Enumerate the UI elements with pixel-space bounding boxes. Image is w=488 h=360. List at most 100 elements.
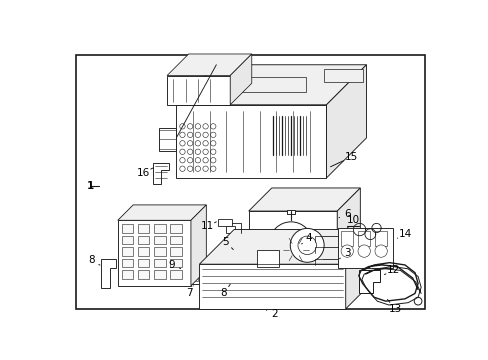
Bar <box>230 265 244 297</box>
Circle shape <box>357 245 369 257</box>
Circle shape <box>203 166 208 171</box>
Circle shape <box>195 158 200 163</box>
Text: 8: 8 <box>88 255 95 265</box>
Bar <box>122 224 133 233</box>
Bar <box>270 225 320 274</box>
Bar <box>242 230 251 246</box>
Circle shape <box>269 222 312 265</box>
Circle shape <box>180 158 185 163</box>
Text: 6: 6 <box>343 209 350 219</box>
Circle shape <box>374 245 386 257</box>
Circle shape <box>241 231 268 259</box>
Polygon shape <box>230 54 251 105</box>
Circle shape <box>180 141 185 146</box>
Bar <box>337 228 393 268</box>
Polygon shape <box>199 264 345 309</box>
Circle shape <box>277 230 305 257</box>
Bar <box>257 250 278 267</box>
Circle shape <box>210 166 216 171</box>
Circle shape <box>195 124 200 129</box>
Circle shape <box>267 267 272 272</box>
Bar <box>138 236 149 244</box>
Bar <box>170 247 182 256</box>
Bar <box>122 259 133 267</box>
Text: 12: 12 <box>386 265 399 275</box>
Circle shape <box>210 158 216 163</box>
Bar <box>192 267 198 281</box>
Bar <box>374 231 386 247</box>
Polygon shape <box>190 205 206 286</box>
Circle shape <box>289 243 301 256</box>
Circle shape <box>224 241 251 269</box>
Bar <box>138 224 149 233</box>
Text: 14: 14 <box>398 229 411 239</box>
Polygon shape <box>176 105 326 178</box>
Bar <box>324 214 332 223</box>
Bar <box>231 237 277 276</box>
Bar <box>154 247 165 256</box>
Polygon shape <box>326 65 366 178</box>
Circle shape <box>203 149 208 154</box>
Circle shape <box>195 141 200 146</box>
Polygon shape <box>118 205 206 220</box>
Text: 11: 11 <box>200 221 213 231</box>
Bar <box>215 267 221 281</box>
Circle shape <box>195 132 200 138</box>
Circle shape <box>210 141 216 146</box>
Bar <box>232 268 241 279</box>
Bar <box>218 219 231 226</box>
Bar <box>170 259 182 267</box>
Circle shape <box>210 132 216 138</box>
Circle shape <box>233 267 238 272</box>
Polygon shape <box>236 77 305 93</box>
Bar <box>184 267 190 281</box>
Bar <box>303 214 310 223</box>
Circle shape <box>341 245 353 257</box>
Bar <box>313 214 321 223</box>
Bar <box>200 267 205 281</box>
Bar <box>138 247 149 256</box>
Bar <box>154 259 165 267</box>
Polygon shape <box>345 230 380 309</box>
Bar <box>292 214 300 223</box>
Polygon shape <box>324 69 362 82</box>
Circle shape <box>187 124 192 129</box>
Text: 1: 1 <box>86 181 94 191</box>
Circle shape <box>180 166 185 171</box>
Circle shape <box>210 124 216 129</box>
Bar <box>335 230 344 246</box>
Polygon shape <box>248 188 360 211</box>
Bar <box>303 226 310 235</box>
Circle shape <box>281 236 309 264</box>
Circle shape <box>246 237 263 253</box>
Polygon shape <box>337 188 360 273</box>
Circle shape <box>203 141 208 146</box>
Circle shape <box>233 239 238 243</box>
Bar <box>118 220 190 286</box>
Circle shape <box>187 132 192 138</box>
Text: 8: 8 <box>220 288 227 298</box>
Text: 15: 15 <box>344 152 357 162</box>
Circle shape <box>187 141 192 146</box>
Bar <box>154 224 165 233</box>
Bar <box>122 236 133 244</box>
Circle shape <box>250 241 258 249</box>
Circle shape <box>187 158 192 163</box>
Polygon shape <box>176 65 366 105</box>
Polygon shape <box>101 259 116 288</box>
Text: 3: 3 <box>343 248 350 258</box>
Bar <box>313 226 321 235</box>
Bar <box>182 264 224 284</box>
Text: 13: 13 <box>387 304 401 314</box>
Circle shape <box>413 297 421 305</box>
Circle shape <box>195 149 200 154</box>
Bar <box>292 226 300 235</box>
Circle shape <box>234 251 241 259</box>
Circle shape <box>203 124 208 129</box>
Polygon shape <box>248 211 337 273</box>
Polygon shape <box>167 76 230 105</box>
Bar <box>138 270 149 279</box>
Polygon shape <box>199 230 380 264</box>
Bar <box>357 231 369 247</box>
Text: 7: 7 <box>186 288 192 298</box>
